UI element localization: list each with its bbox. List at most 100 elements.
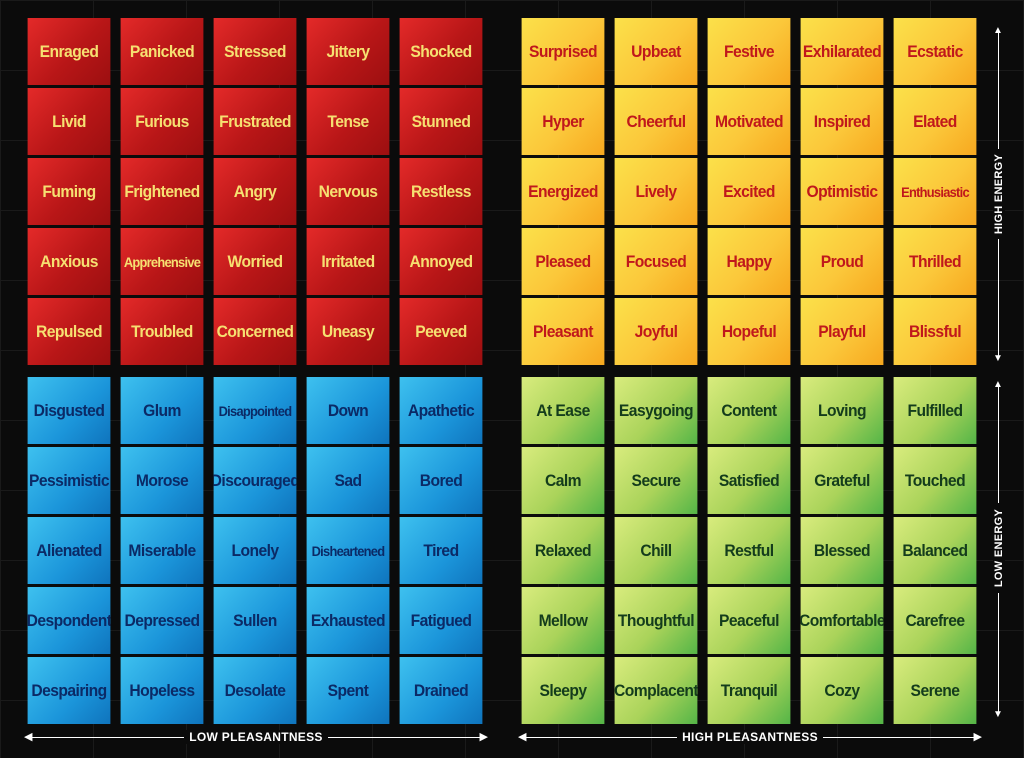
emotion-cell-elated[interactable]: Elated: [893, 88, 977, 155]
emotion-cell-hopeless[interactable]: Hopeless: [120, 657, 204, 724]
emotion-cell-festive[interactable]: Festive: [707, 18, 791, 85]
emotion-cell-playful[interactable]: Playful: [800, 298, 884, 365]
emotion-cell-despondent[interactable]: Despondent: [27, 587, 111, 654]
emotion-cell-glum[interactable]: Glum: [120, 377, 204, 444]
emotion-cell-tense[interactable]: Tense: [306, 88, 390, 155]
emotion-cell-stunned[interactable]: Stunned: [399, 88, 483, 155]
emotion-cell-tired[interactable]: Tired: [399, 517, 483, 584]
emotion-cell-happy[interactable]: Happy: [707, 228, 791, 295]
emotion-cell-focused[interactable]: Focused: [614, 228, 698, 295]
emotion-cell-relaxed[interactable]: Relaxed: [521, 517, 605, 584]
emotion-cell-fatigued[interactable]: Fatigued: [399, 587, 483, 654]
emotion-cell-irritated[interactable]: Irritated: [306, 228, 390, 295]
emotion-cell-enthusiastic[interactable]: Enthusiastic: [893, 158, 977, 225]
emotion-cell-thrilled[interactable]: Thrilled: [893, 228, 977, 295]
emotion-cell-joyful[interactable]: Joyful: [614, 298, 698, 365]
emotion-cell-nervous[interactable]: Nervous: [306, 158, 390, 225]
emotion-cell-down[interactable]: Down: [306, 377, 390, 444]
emotion-cell-exhausted[interactable]: Exhausted: [306, 587, 390, 654]
emotion-cell-jittery[interactable]: Jittery: [306, 18, 390, 85]
emotion-cell-discouraged[interactable]: Discouraged: [213, 447, 297, 514]
emotion-cell-at-ease[interactable]: At Ease: [521, 377, 605, 444]
emotion-cell-cheerful[interactable]: Cheerful: [614, 88, 698, 155]
emotion-cell-shocked[interactable]: Shocked: [399, 18, 483, 85]
emotion-cell-cozy[interactable]: Cozy: [800, 657, 884, 724]
emotion-cell-peeved[interactable]: Peeved: [399, 298, 483, 365]
emotion-cell-excited[interactable]: Excited: [707, 158, 791, 225]
emotion-cell-disgusted[interactable]: Disgusted: [27, 377, 111, 444]
emotion-cell-chill[interactable]: Chill: [614, 517, 698, 584]
emotion-cell-easygoing[interactable]: Easygoing: [614, 377, 698, 444]
emotion-cell-livid[interactable]: Livid: [27, 88, 111, 155]
emotion-cell-miserable[interactable]: Miserable: [120, 517, 204, 584]
emotion-cell-panicked[interactable]: Panicked: [120, 18, 204, 85]
emotion-cell-bored[interactable]: Bored: [399, 447, 483, 514]
emotion-cell-grateful[interactable]: Grateful: [800, 447, 884, 514]
emotion-cell-disheartened[interactable]: Disheartened: [306, 517, 390, 584]
emotion-cell-worried[interactable]: Worried: [213, 228, 297, 295]
emotion-cell-carefree[interactable]: Carefree: [893, 587, 977, 654]
emotion-cell-tranquil[interactable]: Tranquil: [707, 657, 791, 724]
emotion-cell-desolate[interactable]: Desolate: [213, 657, 297, 724]
emotion-cell-surprised[interactable]: Surprised: [521, 18, 605, 85]
emotion-cell-stressed[interactable]: Stressed: [213, 18, 297, 85]
emotion-cell-pleasant[interactable]: Pleasant: [521, 298, 605, 365]
emotion-cell-apathetic[interactable]: Apathetic: [399, 377, 483, 444]
emotion-cell-anxious[interactable]: Anxious: [27, 228, 111, 295]
emotion-cell-sad[interactable]: Sad: [306, 447, 390, 514]
emotion-cell-secure[interactable]: Secure: [614, 447, 698, 514]
emotion-cell-pleased[interactable]: Pleased: [521, 228, 605, 295]
emotion-cell-depressed[interactable]: Depressed: [120, 587, 204, 654]
emotion-cell-frustrated[interactable]: Frustrated: [213, 88, 297, 155]
emotion-cell-lonely[interactable]: Lonely: [213, 517, 297, 584]
emotion-cell-complacent[interactable]: Complacent: [614, 657, 698, 724]
emotion-cell-blissful[interactable]: Blissful: [893, 298, 977, 365]
emotion-cell-optimistic[interactable]: Optimistic: [800, 158, 884, 225]
emotion-cell-serene[interactable]: Serene: [893, 657, 977, 724]
emotion-cell-ecstatic[interactable]: Ecstatic: [893, 18, 977, 85]
emotion-cell-upbeat[interactable]: Upbeat: [614, 18, 698, 85]
emotion-cell-pessimistic[interactable]: Pessimistic: [27, 447, 111, 514]
emotion-cell-uneasy[interactable]: Uneasy: [306, 298, 390, 365]
emotion-cell-alienated[interactable]: Alienated: [27, 517, 111, 584]
emotion-cell-comfortable[interactable]: Comfortable: [800, 587, 884, 654]
emotion-cell-fulfilled[interactable]: Fulfilled: [893, 377, 977, 444]
emotion-cell-hopeful[interactable]: Hopeful: [707, 298, 791, 365]
emotion-cell-troubled[interactable]: Troubled: [120, 298, 204, 365]
emotion-cell-annoyed[interactable]: Annoyed: [399, 228, 483, 295]
emotion-cell-energized[interactable]: Energized: [521, 158, 605, 225]
emotion-cell-loving[interactable]: Loving: [800, 377, 884, 444]
emotion-cell-satisfied[interactable]: Satisfied: [707, 447, 791, 514]
emotion-cell-blessed[interactable]: Blessed: [800, 517, 884, 584]
emotion-cell-concerned[interactable]: Concerned: [213, 298, 297, 365]
emotion-cell-apprehensive[interactable]: Apprehensive: [120, 228, 204, 295]
emotion-cell-morose[interactable]: Morose: [120, 447, 204, 514]
emotion-cell-calm[interactable]: Calm: [521, 447, 605, 514]
emotion-cell-touched[interactable]: Touched: [893, 447, 977, 514]
emotion-cell-sullen[interactable]: Sullen: [213, 587, 297, 654]
emotion-cell-frightened[interactable]: Frightened: [120, 158, 204, 225]
emotion-cell-disappointed[interactable]: Disappointed: [213, 377, 297, 444]
emotion-cell-repulsed[interactable]: Repulsed: [27, 298, 111, 365]
emotion-cell-angry[interactable]: Angry: [213, 158, 297, 225]
emotion-cell-restful[interactable]: Restful: [707, 517, 791, 584]
emotion-cell-exhilarated[interactable]: Exhilarated: [800, 18, 884, 85]
emotion-cell-despairing[interactable]: Despairing: [27, 657, 111, 724]
emotion-cell-mellow[interactable]: Mellow: [521, 587, 605, 654]
emotion-cell-furious[interactable]: Furious: [120, 88, 204, 155]
emotion-cell-content[interactable]: Content: [707, 377, 791, 444]
emotion-cell-lively[interactable]: Lively: [614, 158, 698, 225]
emotion-cell-enraged[interactable]: Enraged: [27, 18, 111, 85]
emotion-cell-sleepy[interactable]: Sleepy: [521, 657, 605, 724]
emotion-cell-drained[interactable]: Drained: [399, 657, 483, 724]
emotion-cell-fuming[interactable]: Fuming: [27, 158, 111, 225]
emotion-cell-thoughtful[interactable]: Thoughtful: [614, 587, 698, 654]
emotion-cell-balanced[interactable]: Balanced: [893, 517, 977, 584]
emotion-cell-motivated[interactable]: Motivated: [707, 88, 791, 155]
emotion-cell-restless[interactable]: Restless: [399, 158, 483, 225]
emotion-cell-hyper[interactable]: Hyper: [521, 88, 605, 155]
emotion-cell-inspired[interactable]: Inspired: [800, 88, 884, 155]
emotion-cell-peaceful[interactable]: Peaceful: [707, 587, 791, 654]
emotion-cell-spent[interactable]: Spent: [306, 657, 390, 724]
emotion-cell-proud[interactable]: Proud: [800, 228, 884, 295]
